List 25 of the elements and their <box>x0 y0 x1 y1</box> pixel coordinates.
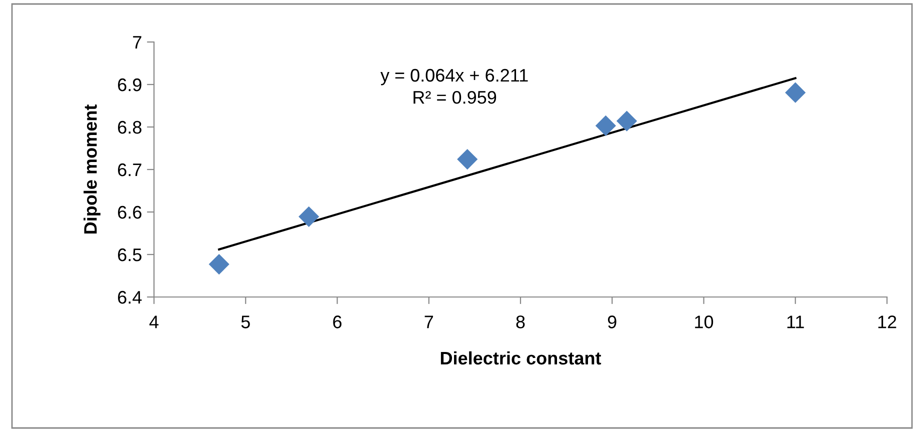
x-tick-label: 6 <box>333 316 342 328</box>
y-tick-label: 6.5 <box>118 248 142 262</box>
x-tick-label: 8 <box>516 316 525 328</box>
x-tick-label: 12 <box>878 316 896 328</box>
x-tick-label: 11 <box>787 316 804 328</box>
x-tick-label: 4 <box>149 316 158 328</box>
y-tick-label: 6.7 <box>118 163 142 176</box>
point <box>457 149 478 170</box>
y-tick-label: 6.4 <box>118 290 142 304</box>
x-tick-label: 9 <box>608 316 616 328</box>
y-tick-label: 6.6 <box>118 206 142 219</box>
annotation: y = 0.064x + 6.211 R² = 0.959 <box>380 68 528 104</box>
y-tick-label: 6.8 <box>118 120 142 134</box>
y-axis-title: Dipole moment <box>84 104 100 234</box>
x-axis-title: Dielectric constant <box>440 351 602 365</box>
point <box>208 254 230 275</box>
point <box>616 110 638 132</box>
y-tick-label: 7 <box>133 36 142 49</box>
y-tick-label: 6.9 <box>118 78 142 92</box>
point <box>595 115 616 136</box>
point <box>785 82 806 103</box>
x-tick-label: 10 <box>695 316 714 328</box>
point <box>298 206 320 227</box>
x-tick-label: 7 <box>424 316 433 328</box>
x-tick-label: 5 <box>241 316 250 328</box>
